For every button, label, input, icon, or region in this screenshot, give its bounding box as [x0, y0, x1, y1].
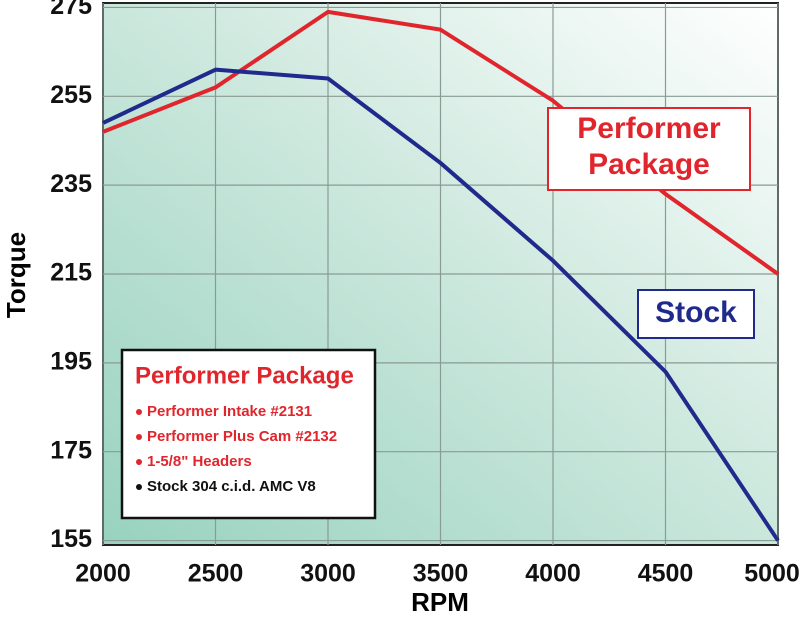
legend-item: 1-5/8" Headers — [147, 453, 252, 470]
x-tick-label: 4500 — [638, 560, 694, 588]
series-line — [102, 67, 780, 542]
legend-box — [120, 348, 377, 520]
x-tick-label: 2500 — [188, 560, 244, 588]
legend-item: Performer Intake #2131 — [147, 403, 312, 420]
legend-item: Performer Plus Cam #2132 — [147, 428, 337, 445]
series-label: Performer Package — [577, 112, 721, 181]
x-tick-label: 3500 — [413, 560, 469, 588]
x-tick-label: 2000 — [75, 560, 131, 588]
x-axis-label: RPM — [411, 587, 469, 617]
y-tick-label: 215 — [50, 259, 92, 287]
series-label-box — [637, 289, 755, 339]
x-tick-label: 5000 — [744, 560, 800, 588]
legend-title: Performer Package — [135, 362, 354, 389]
y-tick-label: 175 — [50, 436, 92, 464]
legend-bullet — [136, 459, 142, 465]
legend-bullet — [136, 409, 142, 415]
series-line — [102, 9, 780, 276]
y-tick-label: 275 — [50, 0, 92, 20]
x-tick-label: 4000 — [525, 560, 581, 588]
series-label-box — [547, 107, 751, 191]
legend-item: Stock 304 c.i.d. AMC V8 — [147, 478, 316, 495]
series-label: Stock — [655, 296, 737, 329]
y-tick-label: 235 — [50, 170, 92, 198]
legend-bullet — [136, 484, 142, 490]
y-tick-label: 155 — [50, 525, 92, 553]
y-tick-label: 255 — [50, 81, 92, 109]
legend-bullet — [136, 434, 142, 440]
x-tick-label: 3000 — [300, 560, 356, 588]
y-tick-label: 195 — [50, 347, 92, 375]
y-axis-label: Torque — [1, 232, 31, 318]
